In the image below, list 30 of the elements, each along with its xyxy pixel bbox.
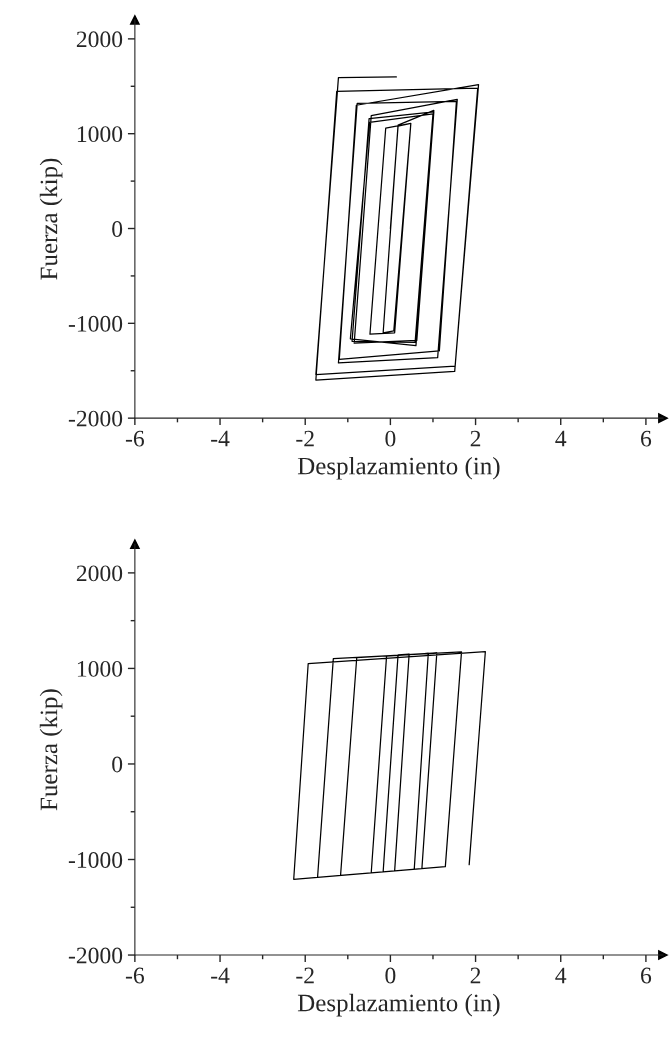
y-tick-label: 1000 [77, 126, 123, 143]
x-tick-label: 0 [385, 967, 396, 984]
y-tick-label: 0 [112, 756, 123, 773]
line-series [293, 650, 486, 880]
line-series [315, 76, 480, 381]
x-tick-label: -2 [296, 967, 314, 984]
x-tick-label: 4 [555, 967, 567, 984]
x-tick-label: 2 [470, 967, 481, 984]
y-tick-label: -1000 [68, 315, 123, 332]
x-tick-label: -6 [125, 967, 144, 984]
y-tick-label: -2000 [68, 947, 123, 964]
x-tick-label: -4 [211, 967, 230, 984]
y-tick-label: -2000 [68, 410, 123, 427]
y-axis-title: Fuerza (kip) [39, 689, 63, 811]
x-tick-label: 6 [641, 967, 652, 984]
x-axis-title: Desplazamiento (in) [297, 456, 500, 480]
x-tick-label: -4 [211, 430, 230, 447]
x-tick-label: -6 [125, 430, 144, 447]
x-tick-label: 6 [641, 430, 652, 447]
x-axis-title: Desplazamiento (in) [297, 993, 500, 1017]
y-tick-label: 2000 [76, 565, 123, 582]
y-tick-label: 1000 [77, 660, 123, 677]
x-tick-label: -2 [296, 430, 314, 447]
x-tick-label: 0 [385, 430, 396, 447]
y-tick-label: -1000 [68, 851, 123, 868]
y-axis-title: Fuerza (kip) [39, 158, 63, 280]
x-tick-label: 2 [470, 430, 481, 447]
x-tick-label: 4 [555, 430, 567, 447]
y-tick-label: 0 [112, 221, 123, 237]
y-tick-label: 2000 [76, 31, 123, 48]
